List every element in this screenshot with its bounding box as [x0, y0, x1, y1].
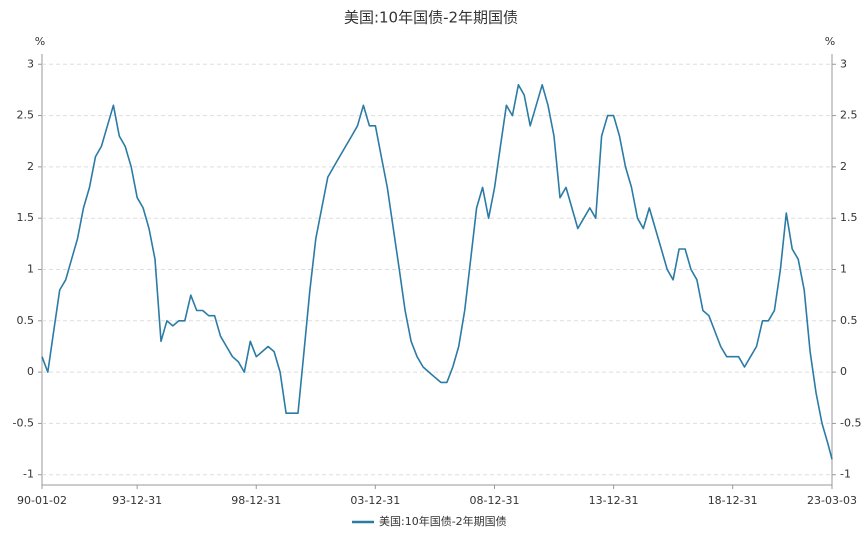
y-unit: % — [35, 35, 45, 48]
y-tick-label: 0 — [27, 365, 34, 378]
y-tick-label-right: 3 — [840, 57, 847, 70]
x-tick-label: 90-01-02 — [17, 494, 67, 507]
y-tick-label-right: 0 — [840, 365, 847, 378]
x-tick-label: 08-12-31 — [470, 494, 520, 507]
y-tick-label-right: 1.5 — [840, 211, 858, 224]
y-tick-label-right: 2.5 — [840, 109, 858, 122]
x-tick-label: 93-12-31 — [112, 494, 162, 507]
y-tick-label: 2.5 — [17, 109, 35, 122]
y-tick-label-right: 1 — [840, 263, 847, 276]
legend-label: 美国:10年国债-2年期国债 — [379, 514, 507, 528]
y-tick-label: 3 — [27, 57, 34, 70]
y-tick-label: -1 — [23, 468, 34, 481]
x-tick-label: 23-03-03 — [807, 494, 857, 507]
y-tick-label: -0.5 — [13, 416, 34, 429]
y-tick-label-right: -1 — [840, 468, 851, 481]
y-tick-label-right: 2 — [840, 160, 847, 173]
x-tick-label: 18-12-31 — [708, 494, 758, 507]
y-tick-label: 0.5 — [17, 314, 35, 327]
y-tick-label: 2 — [27, 160, 34, 173]
x-tick-label: 98-12-31 — [231, 494, 281, 507]
y-tick-label: 1.5 — [17, 211, 35, 224]
line-series — [41, 84, 833, 460]
y-tick-label-right: 0.5 — [840, 314, 858, 327]
chart-title: 美国:10年国债-2年期国债 — [344, 9, 518, 27]
x-tick-label: 03-12-31 — [350, 494, 400, 507]
x-tick-label: 13-12-31 — [589, 494, 639, 507]
y-unit-right: % — [825, 35, 835, 48]
y-tick-label: 1 — [27, 263, 34, 276]
y-tick-label-right: -0.5 — [840, 416, 861, 429]
